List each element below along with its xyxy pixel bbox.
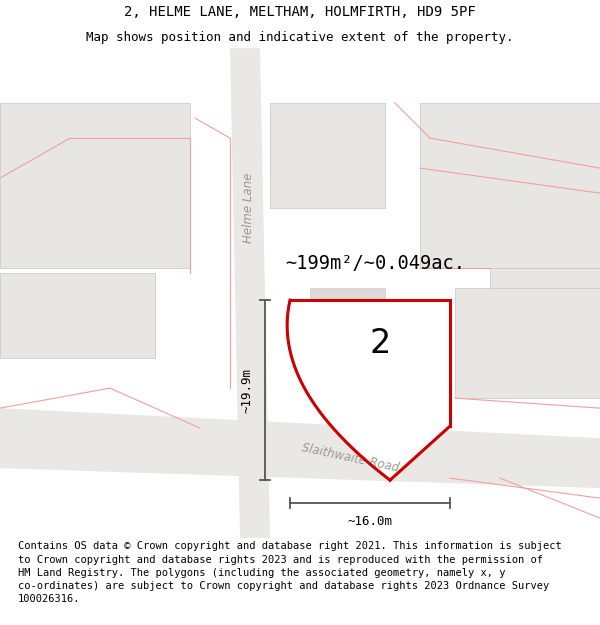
Polygon shape (420, 103, 600, 268)
Text: Contains OS data © Crown copyright and database right 2021. This information is : Contains OS data © Crown copyright and d… (18, 541, 562, 604)
Polygon shape (230, 48, 270, 538)
Text: Helme Lane: Helme Lane (241, 173, 254, 243)
Polygon shape (0, 273, 155, 358)
Text: 2, HELME LANE, MELTHAM, HOLMFIRTH, HD9 5PF: 2, HELME LANE, MELTHAM, HOLMFIRTH, HD9 5… (124, 5, 476, 19)
Polygon shape (455, 288, 600, 398)
Text: Slaithwaite Road: Slaithwaite Road (300, 441, 400, 475)
Text: Map shows position and indicative extent of the property.: Map shows position and indicative extent… (86, 31, 514, 44)
Text: ~16.0m: ~16.0m (347, 514, 392, 528)
Polygon shape (0, 408, 600, 488)
Polygon shape (490, 268, 600, 358)
Polygon shape (310, 288, 385, 358)
Polygon shape (270, 103, 385, 208)
Text: ~199m²/~0.049ac.: ~199m²/~0.049ac. (285, 254, 465, 272)
Polygon shape (287, 300, 450, 480)
Text: 2: 2 (370, 327, 391, 359)
Polygon shape (0, 103, 190, 268)
Text: ~19.9m: ~19.9m (241, 368, 254, 413)
